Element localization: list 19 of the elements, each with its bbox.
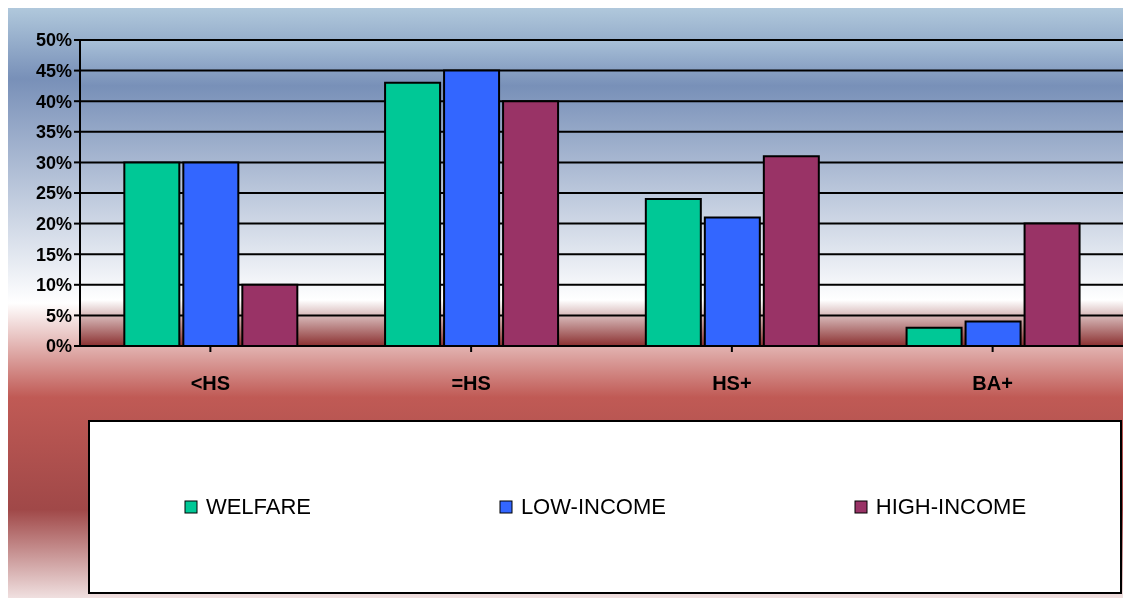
legend-label: WELFARE (205, 494, 312, 520)
y-tick-label: 0% (45, 336, 72, 357)
y-tick-label: 20% (35, 213, 72, 234)
y-tick-label: 40% (35, 91, 72, 112)
y-tick-label: 30% (35, 152, 72, 173)
x-tick-label: HS+ (712, 372, 752, 395)
y-tick-label: 10% (35, 275, 72, 296)
y-tick-label: 50% (35, 30, 72, 51)
bar (905, 326, 963, 346)
y-tick-label: 45% (35, 60, 72, 81)
y-tick-label: 35% (35, 122, 72, 143)
x-tick-label: =HS (451, 372, 491, 395)
y-tick-label: 5% (45, 305, 72, 326)
x-tick-label: BA+ (972, 372, 1013, 395)
legend-label: LOW-INCOME (520, 494, 666, 520)
y-tick-label: 25% (35, 183, 72, 204)
y-tick-label: 15% (35, 244, 72, 265)
x-tick-label: <HS (190, 372, 231, 395)
legend-label: HIGH-INCOME (875, 494, 1027, 520)
